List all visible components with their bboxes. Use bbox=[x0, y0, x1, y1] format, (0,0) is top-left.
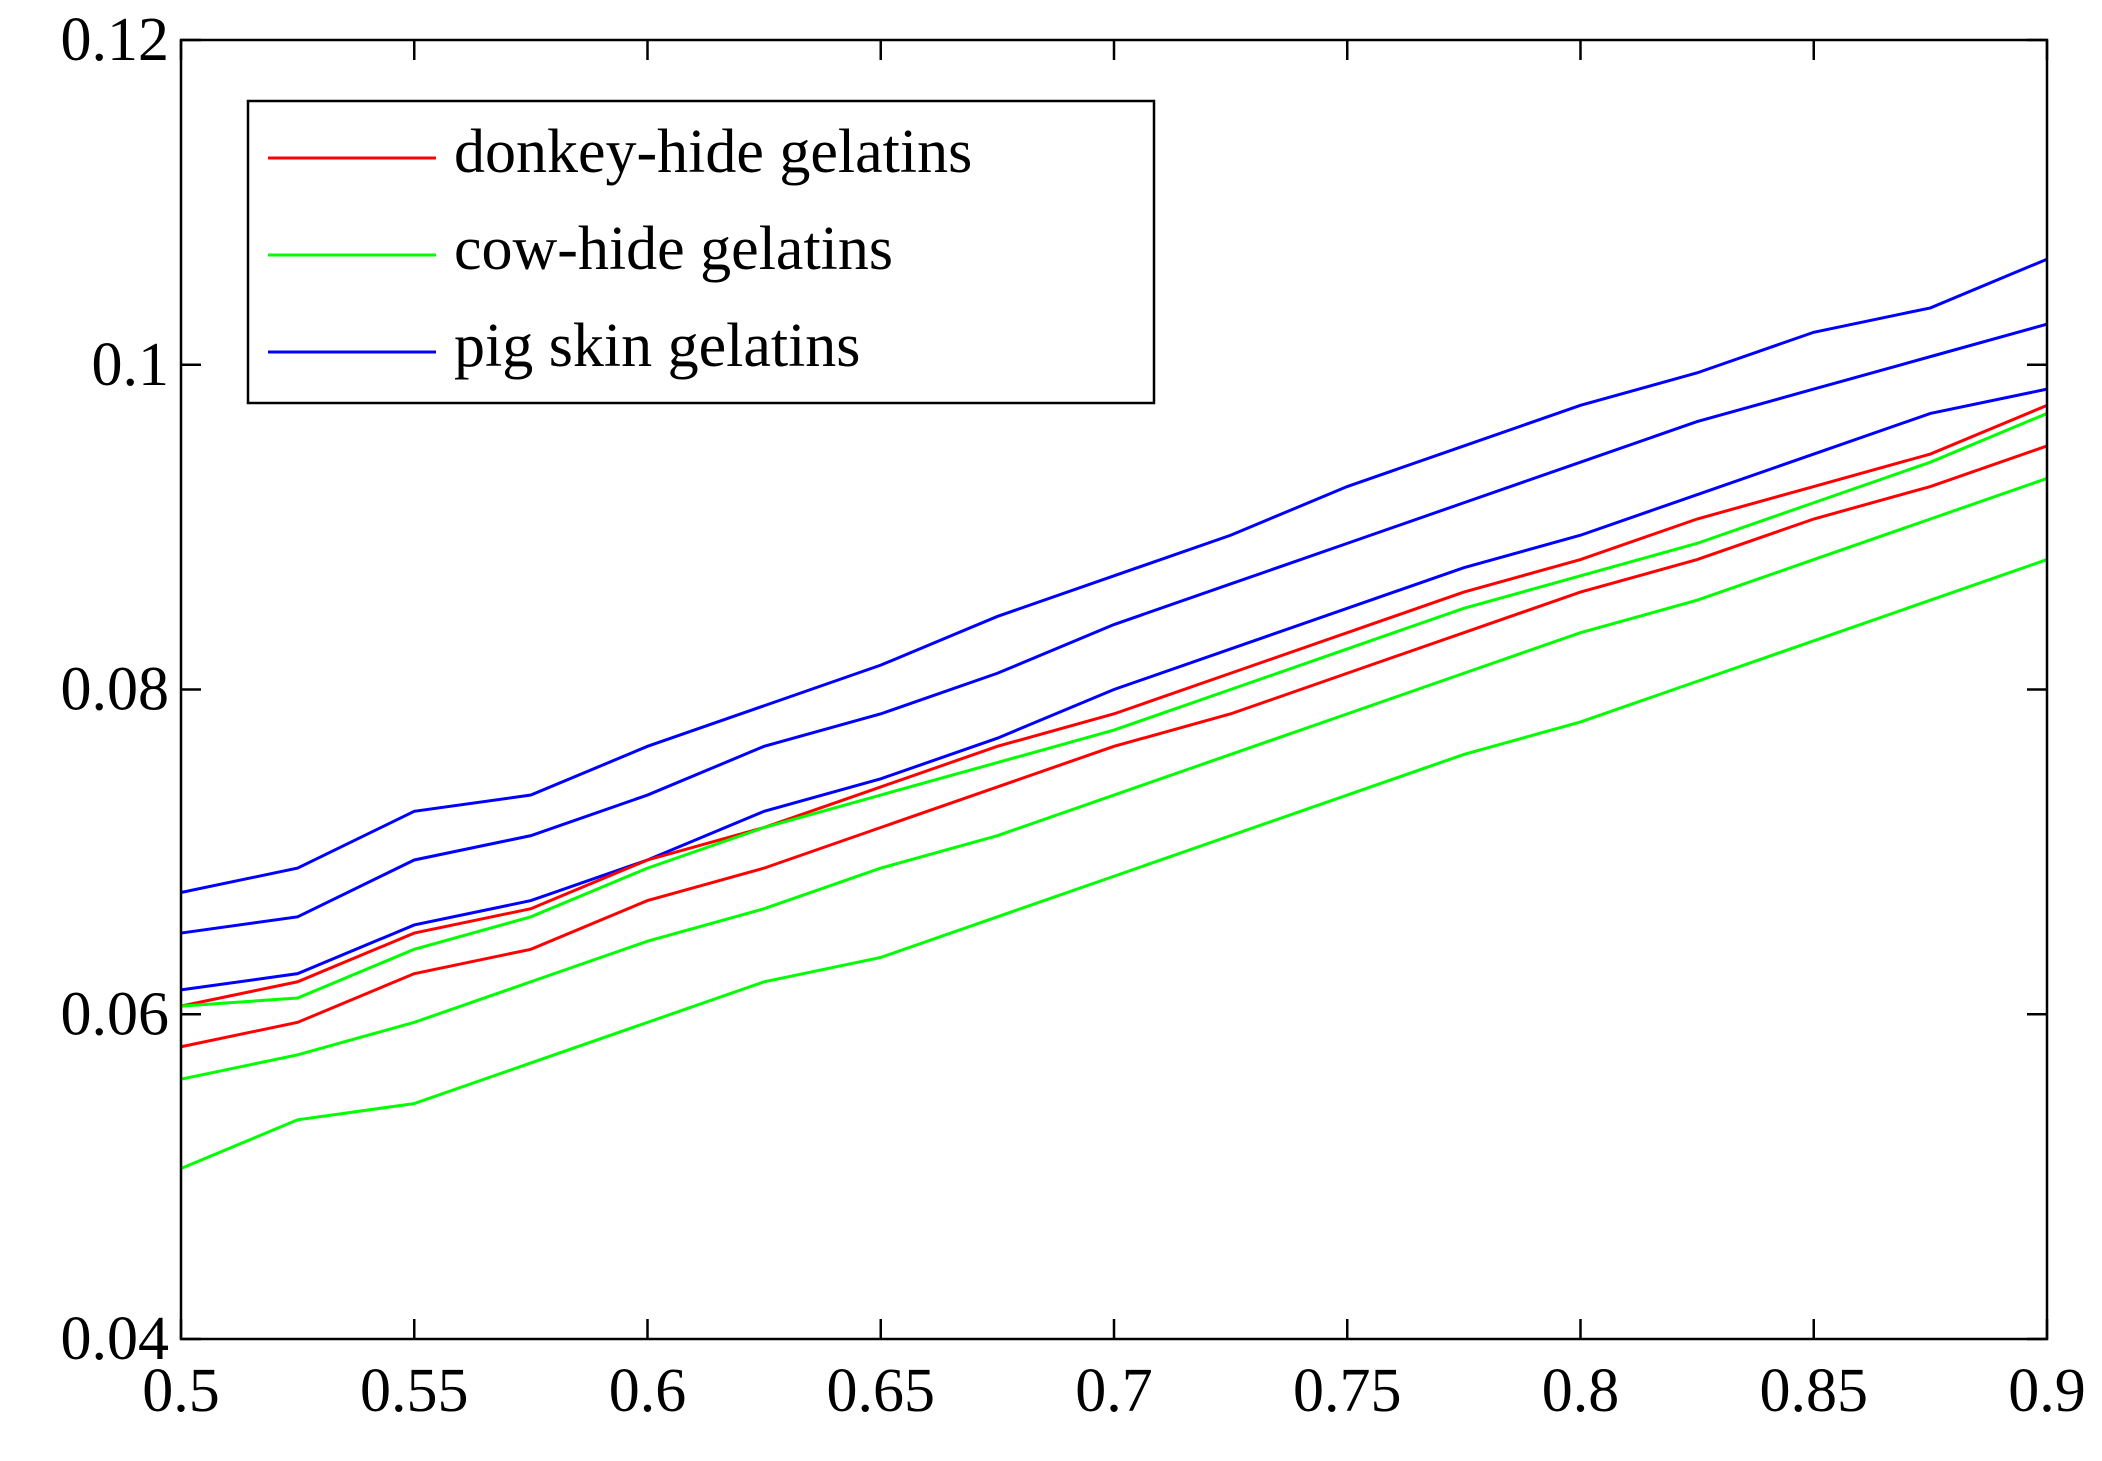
y-tick-label: 0.08 bbox=[61, 656, 170, 724]
x-tick-label: 0.5 bbox=[142, 1357, 220, 1425]
data-line bbox=[180, 558, 2048, 1170]
x-tick-label: 0.6 bbox=[609, 1357, 687, 1425]
data-line bbox=[180, 322, 2048, 935]
legend: donkey-hide gelatins cow-hide gelatins pig… bbox=[246, 99, 1156, 405]
x-tick-label: 0.55 bbox=[360, 1357, 469, 1425]
x-tick-label: 0.8 bbox=[1542, 1357, 1620, 1425]
x-tick-label: 0.9 bbox=[2008, 1357, 2086, 1425]
data-line bbox=[180, 476, 2048, 1081]
legend-label: pig skin gelatins bbox=[454, 312, 860, 380]
data-line bbox=[180, 403, 2048, 1008]
data-line bbox=[180, 444, 2048, 1049]
x-tick-label: 0.75 bbox=[1293, 1357, 1402, 1425]
data-line bbox=[180, 387, 2048, 992]
y-tick-label: 0.04 bbox=[61, 1305, 170, 1373]
y-tick-label: 0.12 bbox=[61, 6, 170, 74]
x-tick-label: 0.7 bbox=[1075, 1357, 1153, 1425]
y-tick-label: 0.1 bbox=[92, 331, 170, 399]
legend-box bbox=[246, 99, 1156, 405]
legend-label: donkey-hide gelatins bbox=[454, 118, 972, 186]
data-line bbox=[180, 412, 2048, 1008]
x-tick-label: 0.65 bbox=[827, 1357, 936, 1425]
x-tick-label: 0.85 bbox=[1760, 1357, 1869, 1425]
data-line bbox=[180, 257, 2048, 894]
y-tick-label: 0.06 bbox=[61, 980, 170, 1048]
legend-label: cow-hide gelatins bbox=[454, 215, 893, 283]
